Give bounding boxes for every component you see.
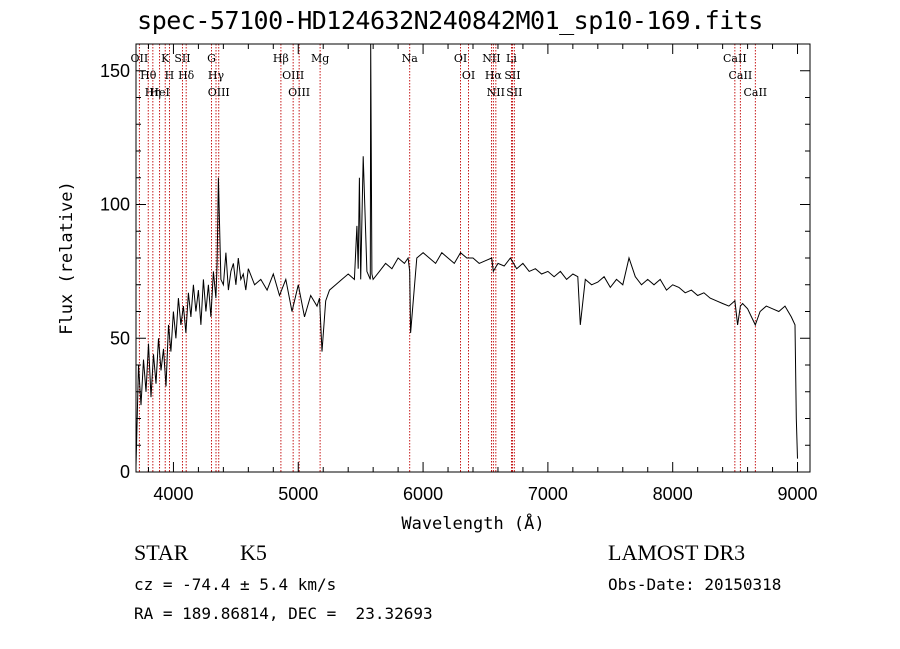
obs-date-text: Obs-Date: 20150318 bbox=[608, 575, 782, 594]
line-marker-label: K bbox=[161, 52, 170, 65]
line-marker-label: Hη bbox=[145, 86, 161, 99]
y-axis-label: Flux (relative) bbox=[57, 181, 77, 335]
line-marker-label: CaII bbox=[729, 69, 753, 82]
line-marker-label: SII bbox=[504, 69, 520, 82]
line-marker-label: OIII bbox=[288, 86, 310, 99]
line-marker-label: Hβ bbox=[273, 52, 289, 65]
x-tick-label: 7000 bbox=[528, 484, 568, 504]
y-tick-label: 100 bbox=[100, 195, 130, 215]
line-marker-label: Hδ bbox=[178, 69, 195, 82]
y-tick-label: 150 bbox=[100, 61, 130, 81]
line-marker-label: G bbox=[207, 52, 216, 65]
line-marker-label: Na bbox=[402, 52, 419, 65]
line-marker-label: SII bbox=[506, 86, 522, 99]
line-marker-label: Hγ bbox=[208, 69, 225, 82]
x-tick-label: 9000 bbox=[777, 484, 817, 504]
line-marker-label: HeI bbox=[149, 86, 169, 99]
redshift-text: cz = -74.4 ± 5.4 km/s bbox=[134, 575, 337, 594]
x-tick-label: 8000 bbox=[653, 484, 693, 504]
line-marker-label: OI bbox=[454, 52, 467, 65]
line-marker-label: Mg bbox=[311, 52, 329, 65]
x-tick-label: 5000 bbox=[278, 484, 318, 504]
x-tick-label: 4000 bbox=[153, 484, 193, 504]
chart-title: spec-57100-HD124632N240842M01_sp10-169.f… bbox=[137, 6, 763, 35]
y-tick-label: 50 bbox=[110, 328, 130, 348]
object-class: STAR bbox=[134, 540, 189, 565]
line-marker-label: Hθ bbox=[140, 69, 157, 82]
line-marker-label: SII bbox=[174, 52, 190, 65]
y-tick-label: 0 bbox=[120, 462, 130, 482]
line-marker-label: OIII bbox=[282, 69, 304, 82]
line-marker-label: CaII bbox=[743, 86, 767, 99]
line-marker-label: Li bbox=[506, 52, 517, 65]
spectrum-line bbox=[135, 43, 798, 467]
coordinates-text: RA = 189.86814, DEC = 23.32693 bbox=[134, 604, 433, 623]
line-marker-label: CaII bbox=[723, 52, 747, 65]
line-marker-label: OI bbox=[462, 69, 475, 82]
line-marker-label: NII bbox=[487, 86, 505, 99]
x-axis-label: Wavelength (Å) bbox=[401, 512, 544, 534]
line-marker-label: Hα bbox=[485, 69, 503, 82]
object-subclass: K5 bbox=[240, 540, 267, 565]
survey-label: LAMOST DR3 bbox=[608, 540, 746, 565]
line-marker-label: NII bbox=[482, 52, 500, 65]
line-marker-label: OIII bbox=[208, 86, 230, 99]
line-marker-label: OII bbox=[131, 52, 149, 65]
line-marker-label: H bbox=[165, 69, 175, 82]
x-tick-label: 6000 bbox=[403, 484, 443, 504]
